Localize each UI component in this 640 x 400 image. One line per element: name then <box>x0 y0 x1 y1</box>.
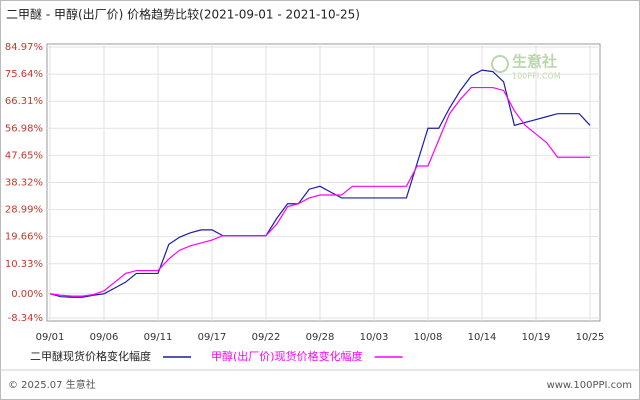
y-tick-label: 56.98% <box>5 123 43 134</box>
y-tick-label: 84.97% <box>5 42 43 53</box>
x-tick-label: 09/22 <box>252 332 281 343</box>
x-tick-label: 10/08 <box>414 332 443 343</box>
chart-title: 二甲醚 - 甲醇(出厂价) 价格趋势比较(2021-09-01 - 2021-1… <box>6 7 360 22</box>
x-tick-label: 10/25 <box>576 332 605 343</box>
x-tick-label: 10/19 <box>522 332 551 343</box>
x-tick-label: 10/14 <box>468 332 497 343</box>
series-line <box>49 69 591 298</box>
legend-label: 甲醇(出厂价)现货价格变化幅度 <box>211 349 363 363</box>
x-tick-label: 09/01 <box>36 332 65 343</box>
legend-label: 二甲醚现货价格变化幅度 <box>30 349 151 363</box>
footer-left: © 2025.07 生意社 <box>8 378 96 391</box>
y-tick-label: -8.34% <box>8 313 43 324</box>
y-tick-label: 19.66% <box>5 232 43 243</box>
y-tick-label: 10.33% <box>5 259 43 270</box>
y-tick-label: 0.00% <box>11 289 43 300</box>
series-line <box>49 86 590 297</box>
x-tick-label: 09/11 <box>144 332 173 343</box>
y-tick-label: 47.65% <box>5 150 43 161</box>
x-tick-label: 09/06 <box>90 332 119 343</box>
x-tick-label: 09/28 <box>306 332 335 343</box>
x-tick-label: 10/03 <box>360 332 389 343</box>
y-tick-label: 38.32% <box>5 177 43 188</box>
watermark-text: 生意社 <box>512 53 557 71</box>
watermark-logo <box>491 55 509 73</box>
footer-right: www.100PPI.com <box>547 380 632 391</box>
y-tick-label: 66.31% <box>5 96 43 107</box>
x-tick-label: 09/17 <box>198 332 227 343</box>
y-tick-label: 28.99% <box>5 205 43 216</box>
y-tick-label: 75.64% <box>5 69 43 80</box>
